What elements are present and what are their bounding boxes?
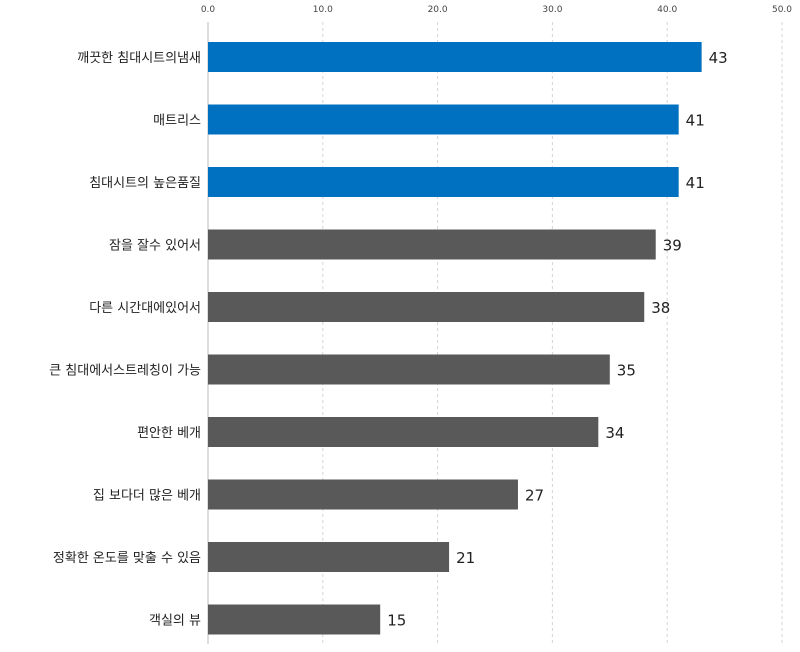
- data-label: 38: [651, 299, 670, 317]
- data-label: 35: [617, 362, 636, 380]
- x-axis-ticks: 0.0 10.0 20.0 30.0 40.0 50.0: [201, 5, 792, 15]
- bar: [208, 167, 679, 197]
- data-label: 21: [456, 549, 475, 567]
- category-label: 객실의 뷰: [149, 614, 201, 629]
- x-tick-label: 30.0: [542, 5, 562, 15]
- category-label: 침대시트의 높은품질: [89, 176, 201, 191]
- data-label: 15: [387, 612, 406, 630]
- data-label: 39: [663, 237, 682, 255]
- x-tick-label: 0.0: [201, 5, 216, 15]
- bar: [208, 292, 645, 322]
- bar: [208, 479, 518, 510]
- bars: [208, 42, 702, 635]
- bar: [208, 354, 610, 385]
- data-label: 43: [709, 49, 728, 67]
- x-tick-label: 20.0: [428, 5, 448, 15]
- category-label: 잠을 잘수 있어서: [109, 239, 201, 254]
- data-label: 41: [686, 112, 705, 130]
- x-tick-label: 40.0: [657, 5, 677, 15]
- bar: [208, 229, 656, 260]
- bar: [208, 42, 702, 72]
- x-tick-label: 50.0: [772, 5, 792, 15]
- category-label: 정확한 온도를 맞출 수 있음: [53, 551, 201, 566]
- bar: [208, 104, 679, 135]
- x-tick-label: 10.0: [313, 5, 333, 15]
- category-label: 큰 침대에서스트레칭이 가능: [49, 364, 201, 379]
- category-label: 다른 시간대에있어서: [89, 301, 201, 316]
- bar: [208, 417, 599, 447]
- category-label: 매트리스: [153, 114, 201, 129]
- data-label: 27: [525, 487, 544, 505]
- data-label: 34: [605, 424, 624, 442]
- category-label: 깨끗한 침대시트의냄새: [77, 51, 201, 66]
- bar: [208, 542, 450, 572]
- value-labels: 43 41 41 39 38 35 34 27 21 15: [387, 49, 728, 630]
- category-label: 편안한 베개: [137, 426, 201, 441]
- category-label: 집 보다더 많은 베개: [93, 489, 201, 504]
- bar: [208, 604, 381, 635]
- data-label: 41: [686, 174, 705, 192]
